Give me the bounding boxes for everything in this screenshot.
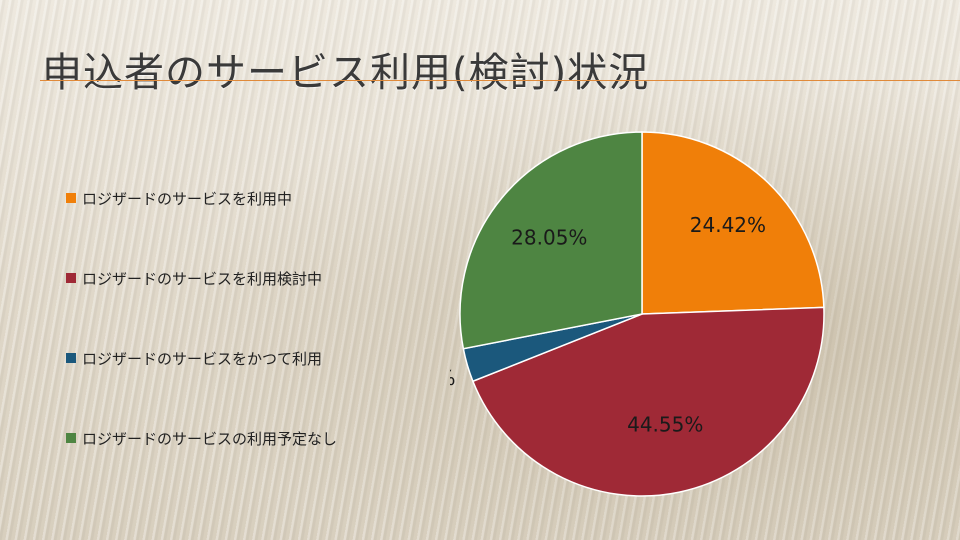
data-label-no-plan: 28.05% bbox=[511, 226, 587, 250]
data-label-former: 2.97% bbox=[450, 366, 455, 390]
legend-swatch-considering bbox=[66, 273, 76, 283]
legend-label-considering: ロジザードのサービスを利用検討中 bbox=[82, 269, 323, 288]
legend-swatch-former bbox=[66, 353, 76, 363]
legend-swatch-using bbox=[66, 193, 76, 203]
title-underline bbox=[40, 80, 960, 81]
legend-item-considering: ロジザードのサービスを利用検討中 bbox=[66, 266, 337, 290]
pie-slice-no-plan bbox=[459, 131, 643, 350]
legend-label-former: ロジザードのサービスをかつて利用 bbox=[82, 349, 323, 368]
pie-chart: 24.42% 44.55% 2.97% 28.05% bbox=[450, 122, 835, 507]
slide-title: 申込者のサービス利用(検討)状況 bbox=[42, 50, 650, 96]
pie-slice-considering bbox=[471, 306, 825, 497]
chart-legend: ロジザードのサービスを利用中 ロジザードのサービスを利用検討中 ロジザードのサー… bbox=[66, 186, 337, 506]
legend-item-no-plan: ロジザードのサービスの利用予定なし bbox=[66, 426, 337, 450]
legend-label-using: ロジザードのサービスを利用中 bbox=[82, 189, 293, 208]
data-label-considering: 44.55% bbox=[627, 412, 703, 436]
legend-item-using: ロジザードのサービスを利用中 bbox=[66, 186, 337, 210]
legend-label-no-plan: ロジザードのサービスの利用予定なし bbox=[82, 429, 338, 448]
pie-chart-svg: 24.42% 44.55% 2.97% 28.05% bbox=[450, 131, 825, 497]
data-label-using: 24.42% bbox=[690, 213, 766, 237]
pie-slice-using bbox=[641, 131, 825, 315]
legend-item-former: ロジザードのサービスをかつて利用 bbox=[66, 346, 337, 370]
legend-swatch-no-plan bbox=[66, 433, 76, 443]
